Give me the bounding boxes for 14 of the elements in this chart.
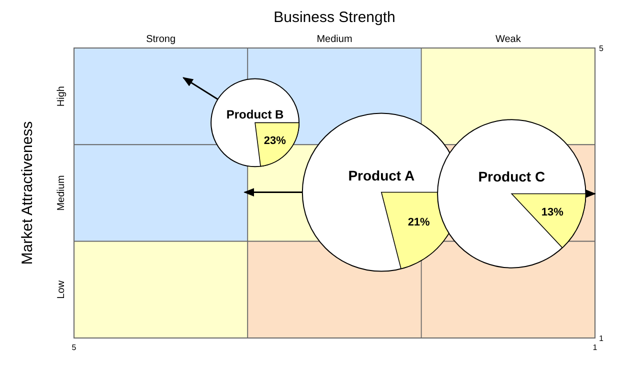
text: Weak xyxy=(495,34,522,45)
annotation: 23% xyxy=(264,135,286,148)
text: High xyxy=(56,86,67,107)
series-label: Product B xyxy=(226,108,284,122)
annotation: 21% xyxy=(408,216,430,228)
text: Medium xyxy=(316,34,352,45)
x-axis-title: Business Strength xyxy=(274,9,396,26)
series-label: Product A xyxy=(348,167,415,184)
text: Low xyxy=(56,280,67,299)
annotation: 13% xyxy=(541,206,564,218)
text: Medium xyxy=(56,175,67,211)
series-label: Product C xyxy=(478,168,546,185)
y-axis-title: Market Attractiveness xyxy=(19,121,36,265)
text: Strong xyxy=(146,34,176,45)
